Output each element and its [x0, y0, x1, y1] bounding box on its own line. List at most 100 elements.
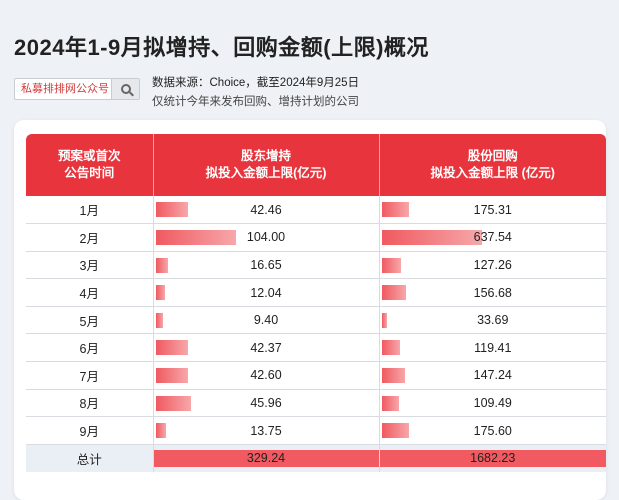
increase-bar	[155, 395, 191, 411]
increase-value: 42.46	[250, 202, 282, 217]
data-table: 预案或首次 公告时间 股东增持 拟投入金额上限(亿元) 股份回购 拟投入金额上限…	[26, 134, 606, 472]
increase-cell: 42.37	[153, 333, 380, 363]
table-row: 8月 45.96 109.49	[26, 389, 606, 418]
buyback-cell: 119.41	[379, 333, 606, 363]
month-label: 5月	[26, 306, 154, 335]
table-row: 4月 12.04 156.68	[26, 278, 606, 307]
buyback-bar	[381, 368, 405, 384]
buyback-bar	[381, 312, 387, 328]
buyback-value: 127.26	[473, 257, 512, 272]
buyback-cell: 127.26	[379, 251, 606, 280]
buyback-value: 119.41	[474, 340, 512, 355]
buyback-bar	[381, 423, 410, 439]
increase-bar	[155, 312, 163, 328]
buyback-value: 109.49	[473, 395, 512, 410]
total-label: 总计	[26, 444, 154, 472]
buyback-bar	[381, 202, 409, 217]
increase-bar	[155, 230, 236, 246]
increase-value: 42.37	[250, 340, 282, 355]
buyback-cell: 637.54	[379, 223, 606, 252]
increase-bar	[155, 368, 189, 384]
header-increase-line-2: 拟投入金额上限(亿元)	[205, 166, 327, 180]
search-box[interactable]: 私募排排网公众号	[14, 78, 140, 100]
increase-cell: 104.00	[153, 223, 380, 252]
table-row: 2月 104.00 637.54	[26, 223, 606, 252]
header-row: 预案或首次 公告时间 股东增持 拟投入金额上限(亿元) 股份回购 拟投入金额上限…	[26, 134, 606, 196]
buyback-bar	[381, 395, 399, 411]
increase-bar	[155, 340, 189, 356]
header-increase: 股东增持 拟投入金额上限(亿元)	[153, 134, 380, 196]
search-button[interactable]	[111, 79, 139, 99]
table-row: 5月 9.40 33.69	[26, 306, 606, 335]
increase-value: 45.96	[250, 395, 282, 410]
increase-cell: 12.04	[153, 278, 380, 307]
buyback-value: 33.69	[477, 313, 509, 328]
buyback-value: 175.31	[473, 202, 512, 217]
buyback-bar	[381, 285, 407, 301]
table-row: 3月 16.65 127.26	[26, 251, 606, 280]
buyback-value: 147.24	[473, 368, 512, 383]
source-note: 数据来源：Choice，截至2024年9月25日	[152, 77, 360, 89]
header-month-line-2: 公告时间	[64, 166, 115, 180]
total-increase-bar	[153, 449, 379, 467]
header-buyback: 股份回购 拟投入金额上限 (亿元)	[379, 134, 606, 196]
month-label: 4月	[26, 278, 154, 307]
table-row: 7月 42.60 147.24	[26, 361, 606, 390]
month-label: 2月	[26, 223, 154, 252]
increase-bar	[155, 202, 189, 217]
scope-note: 仅统计今年来发布回购、增持计划的公司	[152, 96, 359, 108]
total-row: 总计 329.24 1682.23	[26, 444, 606, 472]
table-card: 预案或首次 公告时间 股东增持 拟投入金额上限(亿元) 股份回购 拟投入金额上限…	[14, 120, 606, 500]
increase-value: 16.65	[250, 257, 282, 272]
month-label: 3月	[26, 251, 154, 280]
total-increase-cell: 329.24	[153, 444, 380, 472]
month-label: 8月	[26, 389, 154, 418]
month-label: 6月	[26, 333, 154, 363]
buyback-cell: 33.69	[379, 306, 606, 335]
buyback-value: 156.68	[473, 285, 512, 300]
total-buyback-value: 1682.23	[470, 451, 516, 466]
increase-cell: 13.75	[153, 416, 380, 445]
increase-value: 12.04	[250, 285, 282, 300]
header-increase-line-1: 股东增持	[240, 149, 291, 163]
increase-value: 42.60	[250, 368, 282, 383]
buyback-bar	[381, 257, 402, 273]
month-label: 1月	[26, 196, 154, 225]
total-increase-value: 329.24	[246, 451, 286, 466]
total-buyback-cell: 1682.23	[379, 444, 606, 472]
buyback-value: 637.54	[473, 230, 512, 245]
table-row: 1月 42.46 175.31	[26, 196, 606, 225]
buyback-cell: 175.31	[379, 196, 606, 225]
table-row: 9月 13.75 175.60	[26, 416, 606, 445]
increase-bar	[155, 285, 165, 301]
buyback-bar	[381, 230, 482, 246]
increase-bar	[155, 423, 167, 439]
month-label: 7月	[26, 361, 154, 390]
buyback-cell: 109.49	[379, 389, 606, 418]
increase-cell: 42.46	[153, 196, 380, 225]
increase-cell: 9.40	[153, 306, 380, 335]
total-buyback-bar	[379, 449, 606, 467]
header-buyback-line-1: 股份回购	[467, 149, 518, 163]
header-buyback-line-2: 拟投入金额上限 (亿元)	[430, 166, 555, 180]
buyback-value: 175.60	[473, 423, 512, 438]
buyback-cell: 175.60	[379, 416, 606, 445]
increase-value: 13.75	[250, 423, 282, 438]
increase-bar	[155, 257, 169, 273]
page-title: 2024年1-9月拟增持、回购金额(上限)概况	[14, 35, 429, 60]
buyback-cell: 156.68	[379, 278, 606, 307]
month-label: 9月	[26, 416, 154, 445]
increase-value: 104.00	[246, 230, 286, 245]
search-icon	[120, 84, 131, 94]
increase-cell: 42.60	[153, 361, 380, 390]
header-month-line-1: 预案或首次	[57, 149, 121, 163]
search-input[interactable]: 私募排排网公众号	[21, 83, 109, 95]
table-body: 1月 42.46 175.31 2月 104.00 637.54 3月 16.65 127.26…	[26, 196, 606, 445]
buyback-cell: 147.24	[379, 361, 606, 390]
buyback-bar	[381, 340, 401, 356]
increase-value: 9.40	[253, 313, 279, 328]
table-row: 6月 42.37 119.41	[26, 333, 606, 363]
header-month: 预案或首次 公告时间	[26, 134, 154, 196]
increase-cell: 16.65	[153, 251, 380, 280]
notes: 数据来源：Choice，截至2024年9月25日 仅统计今年来发布回购、增持计划…	[152, 74, 359, 112]
